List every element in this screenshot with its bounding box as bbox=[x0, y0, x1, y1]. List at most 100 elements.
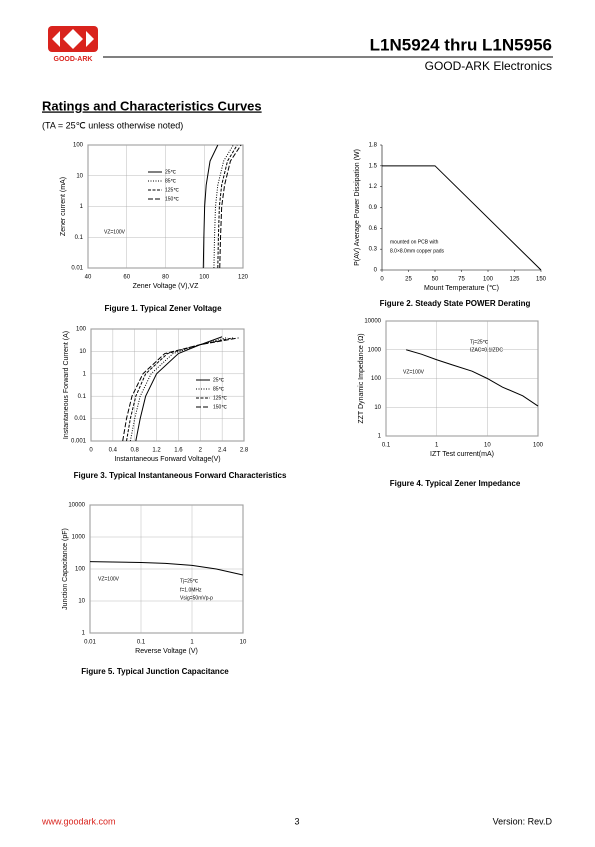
section-title: Ratings and Characteristics Curves bbox=[42, 98, 262, 113]
y-tick-label: 10 bbox=[78, 599, 85, 605]
x-tick-label: 80 bbox=[162, 275, 169, 281]
x-tick-label: 2.8 bbox=[240, 448, 249, 454]
y-tick-label: 1000 bbox=[368, 347, 382, 353]
series-line bbox=[129, 336, 228, 442]
y-tick-label: 10 bbox=[76, 173, 83, 179]
y-tick-label: 1 bbox=[82, 631, 86, 637]
chart-caption: Figure 1. Typical Zener Voltage bbox=[104, 304, 222, 313]
y-tick-label: 10000 bbox=[68, 503, 85, 509]
y-tick-label: 0.001 bbox=[71, 439, 87, 445]
chart: 0.01 0.1 1 10 1 10 100 1000 10000 VZ=100V Tj=25℃ f=… bbox=[62, 503, 247, 677]
y-tick-label: 0.1 bbox=[78, 394, 87, 400]
x-tick-label: 100 bbox=[483, 277, 494, 283]
legend-label: 85℃ bbox=[213, 386, 225, 392]
logo-text: GOOD-ARK bbox=[54, 56, 93, 63]
x-tick-label: 100 bbox=[533, 443, 544, 449]
y-axis-label: Zener current (mA) bbox=[60, 177, 67, 236]
y-tick-label: 10 bbox=[374, 405, 381, 411]
website[interactable]: www.goodark.com bbox=[41, 816, 116, 826]
y-tick-label: 1.2 bbox=[369, 184, 378, 190]
y-tick-label: 0.01 bbox=[74, 416, 86, 422]
x-tick-label: 1 bbox=[435, 443, 439, 449]
x-tick-label: 150 bbox=[536, 277, 547, 283]
section-note: (TA = 25℃ unless otherwise noted) bbox=[42, 120, 183, 130]
company: GOOD-ARK Electronics bbox=[425, 59, 552, 73]
y-tick-label: 100 bbox=[76, 327, 87, 333]
x-tick-label: 0.01 bbox=[84, 640, 96, 646]
x-axis-label: Mount Temperature (℃) bbox=[424, 285, 499, 292]
series-line bbox=[382, 165, 542, 271]
chart: 0 0.4 0.8 1.2 1.6 2 2.4 2.8 0.001 0.01 0.1 1 10 100 25… bbox=[63, 327, 287, 481]
series-line bbox=[217, 144, 238, 269]
x-tick-label: 10 bbox=[240, 640, 247, 646]
x-tick-label: 0.1 bbox=[382, 443, 391, 449]
x-tick-label: 125 bbox=[509, 277, 520, 283]
y-tick-label: 1 bbox=[83, 371, 87, 377]
series-line bbox=[219, 144, 242, 269]
y-axis-label: Junction Capacitance (pF) bbox=[62, 528, 69, 610]
series-line bbox=[202, 144, 219, 269]
annotation: Tj=25℃ bbox=[180, 578, 199, 584]
legend-label: 125℃ bbox=[165, 187, 179, 193]
legend-label: 125℃ bbox=[213, 395, 227, 401]
x-tick-label: 1 bbox=[190, 640, 194, 646]
x-tick-label: 0.4 bbox=[109, 448, 118, 454]
page-number: 3 bbox=[294, 816, 299, 826]
x-axis-label: IZT Test current(mA) bbox=[430, 451, 494, 458]
y-tick-label: 1 bbox=[80, 204, 84, 210]
x-tick-label: 2 bbox=[199, 448, 203, 454]
annotation: VZ=100V bbox=[104, 229, 126, 235]
series-line bbox=[89, 561, 244, 576]
y-tick-label: 0.3 bbox=[369, 247, 378, 253]
x-tick-label: 2.4 bbox=[218, 448, 227, 454]
x-tick-label: 0 bbox=[380, 277, 384, 283]
y-tick-label: 100 bbox=[73, 143, 84, 149]
y-tick-label: 0.1 bbox=[75, 235, 84, 241]
y-tick-label: 10 bbox=[79, 349, 86, 355]
legend-label: 25℃ bbox=[165, 169, 177, 175]
y-tick-label: 100 bbox=[371, 376, 382, 382]
y-tick-label: 10000 bbox=[364, 319, 381, 325]
annotation: 8.0×8.0mm copper pads bbox=[390, 248, 445, 254]
x-tick-label: 100 bbox=[199, 275, 210, 281]
chart-caption: Figure 4. Typical Zener Impedance bbox=[390, 479, 521, 488]
x-tick-label: 60 bbox=[123, 275, 130, 281]
y-tick-label: 0.9 bbox=[369, 205, 378, 211]
x-tick-label: 10 bbox=[484, 443, 491, 449]
x-tick-label: 50 bbox=[432, 277, 439, 283]
x-axis-label: Instantaneous Forward Voltage(V) bbox=[114, 456, 220, 463]
chart-caption: Figure 3. Typical Instantaneous Forward … bbox=[74, 471, 287, 480]
x-tick-label: 1.6 bbox=[174, 448, 183, 454]
x-tick-label: 25 bbox=[405, 277, 412, 283]
y-axis-label: P(AV) Average Power Dissipation (W) bbox=[354, 149, 361, 266]
annotation: Tj=25℃ bbox=[470, 339, 489, 345]
legend-label: 150℃ bbox=[213, 404, 227, 410]
y-axis-label: Instantaneous Forward Current (A) bbox=[63, 331, 70, 439]
series-line bbox=[126, 337, 234, 442]
legend-label: 85℃ bbox=[165, 178, 177, 184]
x-tick-label: 40 bbox=[85, 275, 92, 281]
annotation: VZ=100V bbox=[98, 576, 120, 582]
x-tick-label: 1.2 bbox=[152, 448, 161, 454]
legend-label: 25℃ bbox=[213, 377, 225, 383]
x-tick-label: 75 bbox=[458, 277, 465, 283]
annotation: IZAC=0.1IZDC bbox=[470, 347, 503, 353]
x-axis-label: Zener Voltage (V),VZ bbox=[133, 283, 199, 290]
y-tick-label: 1.8 bbox=[369, 143, 378, 149]
x-axis-label: Reverse Voltage (V) bbox=[135, 648, 198, 655]
series-line bbox=[213, 144, 234, 269]
y-tick-label: 0 bbox=[374, 268, 378, 274]
y-axis-label: ZZT Dynamic Impedance (Ω) bbox=[358, 333, 365, 423]
x-tick-label: 0.1 bbox=[137, 640, 146, 646]
y-tick-label: 100 bbox=[75, 567, 86, 573]
annotation: f=1.0MHz bbox=[180, 587, 202, 593]
annotation: Vsig=50mVp-p bbox=[180, 595, 213, 601]
version: Version: Rev.D bbox=[493, 816, 553, 826]
chart: 40 60 80 100 120 0.01 0.1 1 10 100 25℃ 85℃ 125℃ 150℃ V… bbox=[60, 143, 249, 314]
x-tick-label: 0 bbox=[89, 448, 93, 454]
y-tick-label: 0.6 bbox=[369, 226, 378, 232]
y-tick-label: 1 bbox=[378, 434, 382, 440]
chart-caption: Figure 5. Typical Junction Capacitance bbox=[81, 667, 229, 676]
y-tick-label: 1000 bbox=[72, 535, 86, 541]
